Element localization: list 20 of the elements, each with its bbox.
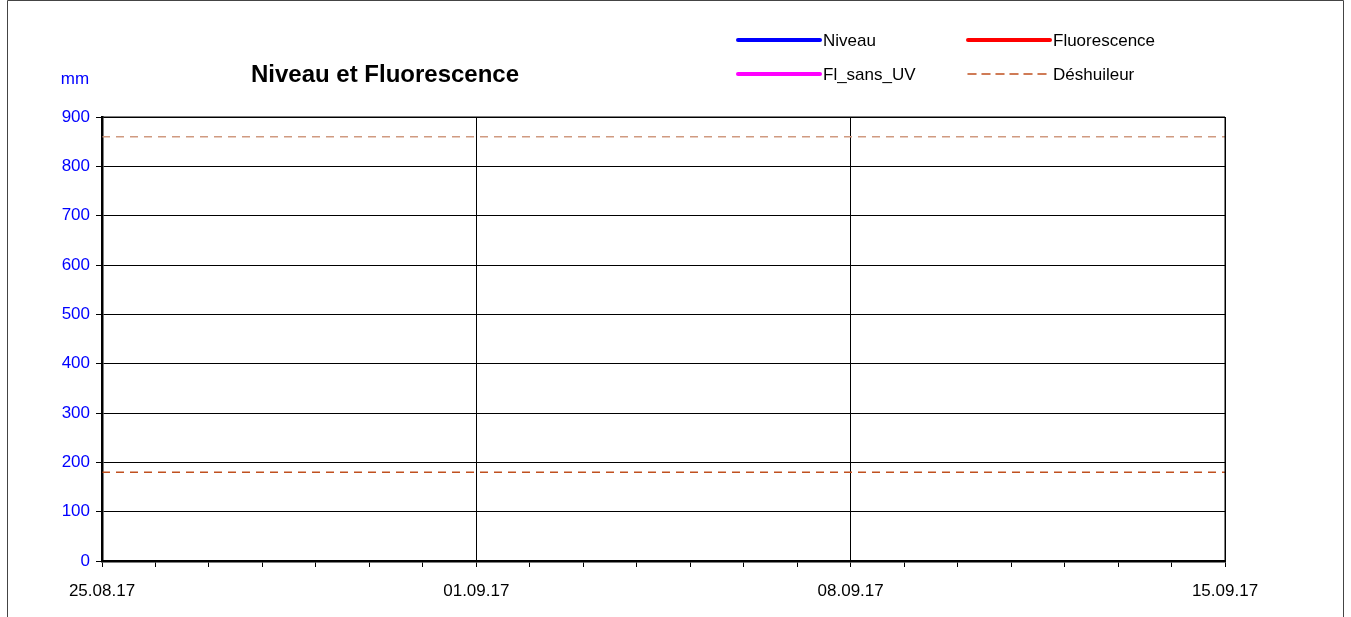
- x-tick-label: 01.09.17: [443, 580, 510, 600]
- legend-label: Déshuileur: [1053, 64, 1135, 84]
- y-tick-label: 0: [80, 550, 90, 570]
- y-tick-label: 400: [61, 353, 90, 373]
- y-tick-label: 800: [61, 156, 90, 176]
- y-tick-label: 900: [61, 106, 90, 126]
- y-tick-label: 100: [61, 501, 90, 521]
- y-tick-label: 300: [61, 402, 90, 422]
- x-tick-label: 08.09.17: [817, 580, 884, 600]
- legend-label: Fl_sans_UV: [823, 64, 917, 84]
- x-tick-label: 15.09.17: [1191, 580, 1259, 600]
- legend-label: Niveau: [823, 30, 876, 50]
- chart-title: Niveau et Fluorescence: [250, 59, 520, 87]
- y-axis-title: mm: [60, 68, 90, 88]
- y-tick-label: 200: [61, 452, 90, 472]
- legend-label: Fluorescence: [1053, 30, 1156, 50]
- y-tick-label: 700: [61, 205, 90, 225]
- x-tick-label: 25.08.17: [68, 580, 136, 600]
- y-tick-label: 600: [61, 254, 90, 274]
- y-tick-label: 500: [61, 304, 90, 324]
